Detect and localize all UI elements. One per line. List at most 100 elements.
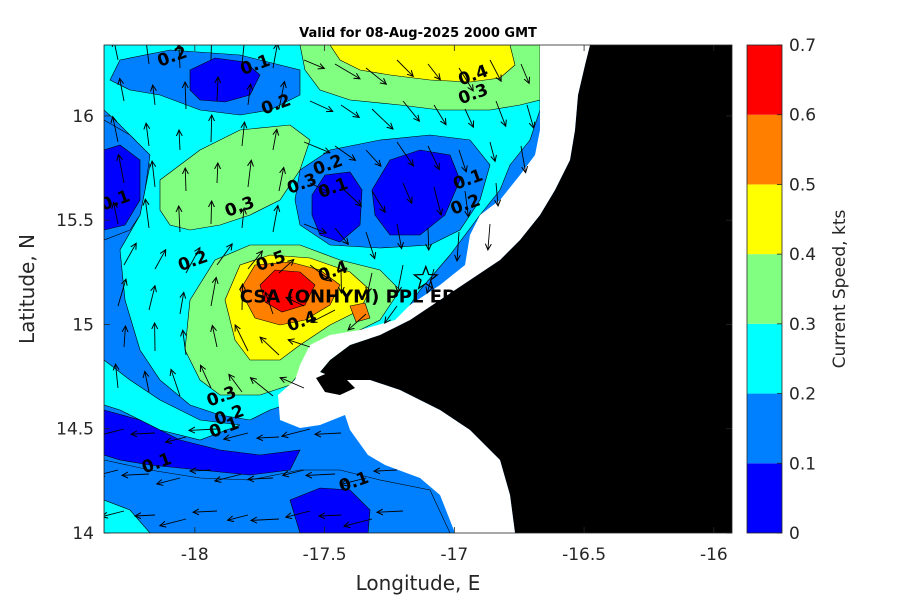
band-0.0-0.1-southwest xyxy=(104,409,301,476)
colorbar-tick-label: 0.5 xyxy=(789,175,816,195)
x-tick-label: -18 xyxy=(181,545,209,565)
current-vector-arrow xyxy=(397,264,404,292)
colorbar: 0 0.1 0.2 0.3 0.4 0.5 0.6 0.7 xyxy=(746,36,816,544)
current-vector-arrow xyxy=(114,202,119,225)
current-vector-arrow xyxy=(135,515,156,516)
current-vector-arrow xyxy=(215,473,243,481)
current-vector-arrow xyxy=(131,433,156,434)
colorbar-swatch-0.2-0.3 xyxy=(747,323,782,394)
current-vector-arrow xyxy=(309,182,329,192)
current-vector-arrow xyxy=(278,167,284,192)
land-mask xyxy=(320,45,732,533)
current-vector-arrow xyxy=(152,161,155,188)
current-vector-arrow xyxy=(104,428,125,436)
current-vector-arrow xyxy=(371,108,393,129)
map-panel: 0.2 0.1 0.40.30.20.10.20.30.10.1 0.20.30.2 0… xyxy=(104,45,732,533)
current-vector-arrow xyxy=(365,149,381,166)
current-vector-arrow xyxy=(217,163,218,184)
current-vector-arrow xyxy=(371,190,385,212)
current-vector-arrow xyxy=(248,160,251,188)
current-vector-arrow xyxy=(145,371,150,393)
colorbar-label: Current Speed, kts xyxy=(830,210,850,369)
current-vector-arrow xyxy=(242,208,244,229)
current-vector-arrow xyxy=(104,469,119,475)
current-vector-arrow xyxy=(122,474,150,475)
site-marker: CSA (ONHYM) PPL EP xyxy=(240,264,455,308)
colorbar-tick-label: 0.7 xyxy=(789,36,816,56)
current-vector-arrow xyxy=(185,248,200,274)
current-vector-arrow xyxy=(248,478,274,479)
current-vector-arrow xyxy=(154,250,166,270)
current-vector-arrow xyxy=(496,182,498,206)
current-vector-arrow xyxy=(402,100,419,121)
band-0.2-0.3-south xyxy=(104,359,241,441)
current-vector-arrow xyxy=(334,227,348,244)
current-vector-arrow xyxy=(457,231,459,261)
colorbar-swatch-0.3-0.4 xyxy=(747,254,782,324)
current-vector-arrow xyxy=(278,82,284,110)
colorbar-tick-label: 0.2 xyxy=(789,385,816,405)
colorbar-swatch-0.4-0.5 xyxy=(747,184,782,255)
current-vector-arrow xyxy=(104,510,125,517)
band-0.6-0.7 xyxy=(259,269,316,313)
x-tick-label: -16 xyxy=(700,545,728,565)
star-icon xyxy=(412,264,439,290)
cape-vert-peninsula xyxy=(316,372,355,395)
current-vector-arrow xyxy=(217,77,218,102)
current-vector-arrow xyxy=(120,78,125,102)
y-tick-label: 15 xyxy=(72,315,94,335)
x-axis-ticks: -18 -17.5 -17 -16.5 -16 xyxy=(181,45,728,565)
current-vector-arrow xyxy=(190,470,212,471)
y-tick-label: 14.5 xyxy=(56,420,94,440)
current-vector-arrow xyxy=(458,67,473,91)
current-vector-arrow xyxy=(377,511,404,512)
current-vector-arrow xyxy=(365,67,386,84)
colorbar-swatch-0.6-0.7 xyxy=(747,45,782,115)
current-vector-arrow xyxy=(385,305,398,323)
current-vector-arrow xyxy=(303,141,330,153)
current-vector-arrow xyxy=(180,292,184,315)
current-vector-arrow xyxy=(201,365,212,389)
current-vector-arrow xyxy=(247,251,262,270)
current-vector-arrow xyxy=(179,45,180,69)
current-vector-arrow xyxy=(229,374,243,393)
current-vector-arrow xyxy=(272,205,278,233)
current-vector-arrow xyxy=(260,337,280,356)
colorbar-swatch-0.0-0.1 xyxy=(747,463,782,533)
y-axis-ticks: 14 14.5 15 15.5 16 xyxy=(56,107,732,544)
current-vector-arrow xyxy=(341,477,367,484)
current-vector-arrow xyxy=(367,272,373,293)
map-frame xyxy=(103,44,733,534)
current-vector-arrow xyxy=(179,130,180,151)
current-vector-arrow xyxy=(315,433,342,434)
current-vector-arrow xyxy=(334,145,355,160)
current-vector-arrow xyxy=(224,432,249,439)
coastal-mask xyxy=(278,45,590,533)
colorbar-swatch-0.1-0.2 xyxy=(747,393,782,464)
colorbar-tick-label: 0 xyxy=(789,524,800,544)
current-vector-arrow xyxy=(283,469,305,475)
current-vector-arrow xyxy=(160,518,187,526)
current-vector-arrow xyxy=(340,104,359,117)
band-0.4-0.5-north xyxy=(329,45,516,83)
current-vector-arrow xyxy=(146,45,150,65)
current-vector-arrow xyxy=(185,82,186,110)
current-vector-arrow xyxy=(280,378,305,389)
current-vector-arrow xyxy=(248,84,251,106)
current-vector-arrow xyxy=(464,108,473,127)
colorbar-tick-label: 0.6 xyxy=(789,106,816,126)
current-vector-arrow xyxy=(212,326,218,348)
current-vector-arrow xyxy=(116,364,118,389)
current-vector-arrow xyxy=(427,145,439,169)
current-vector-arrow xyxy=(242,284,243,311)
x-axis-label: Longitude, E xyxy=(356,571,481,595)
current-vector-arrow xyxy=(396,223,402,249)
y-tick-label: 15.5 xyxy=(56,211,94,231)
current-vector-arrow xyxy=(272,45,278,69)
current-vector-arrow xyxy=(124,326,125,348)
band-0.3-0.4-central xyxy=(159,124,311,231)
current-vector-arrow xyxy=(242,122,245,147)
current-vector-arrow xyxy=(114,45,118,61)
current-vector-arrow xyxy=(340,186,361,206)
